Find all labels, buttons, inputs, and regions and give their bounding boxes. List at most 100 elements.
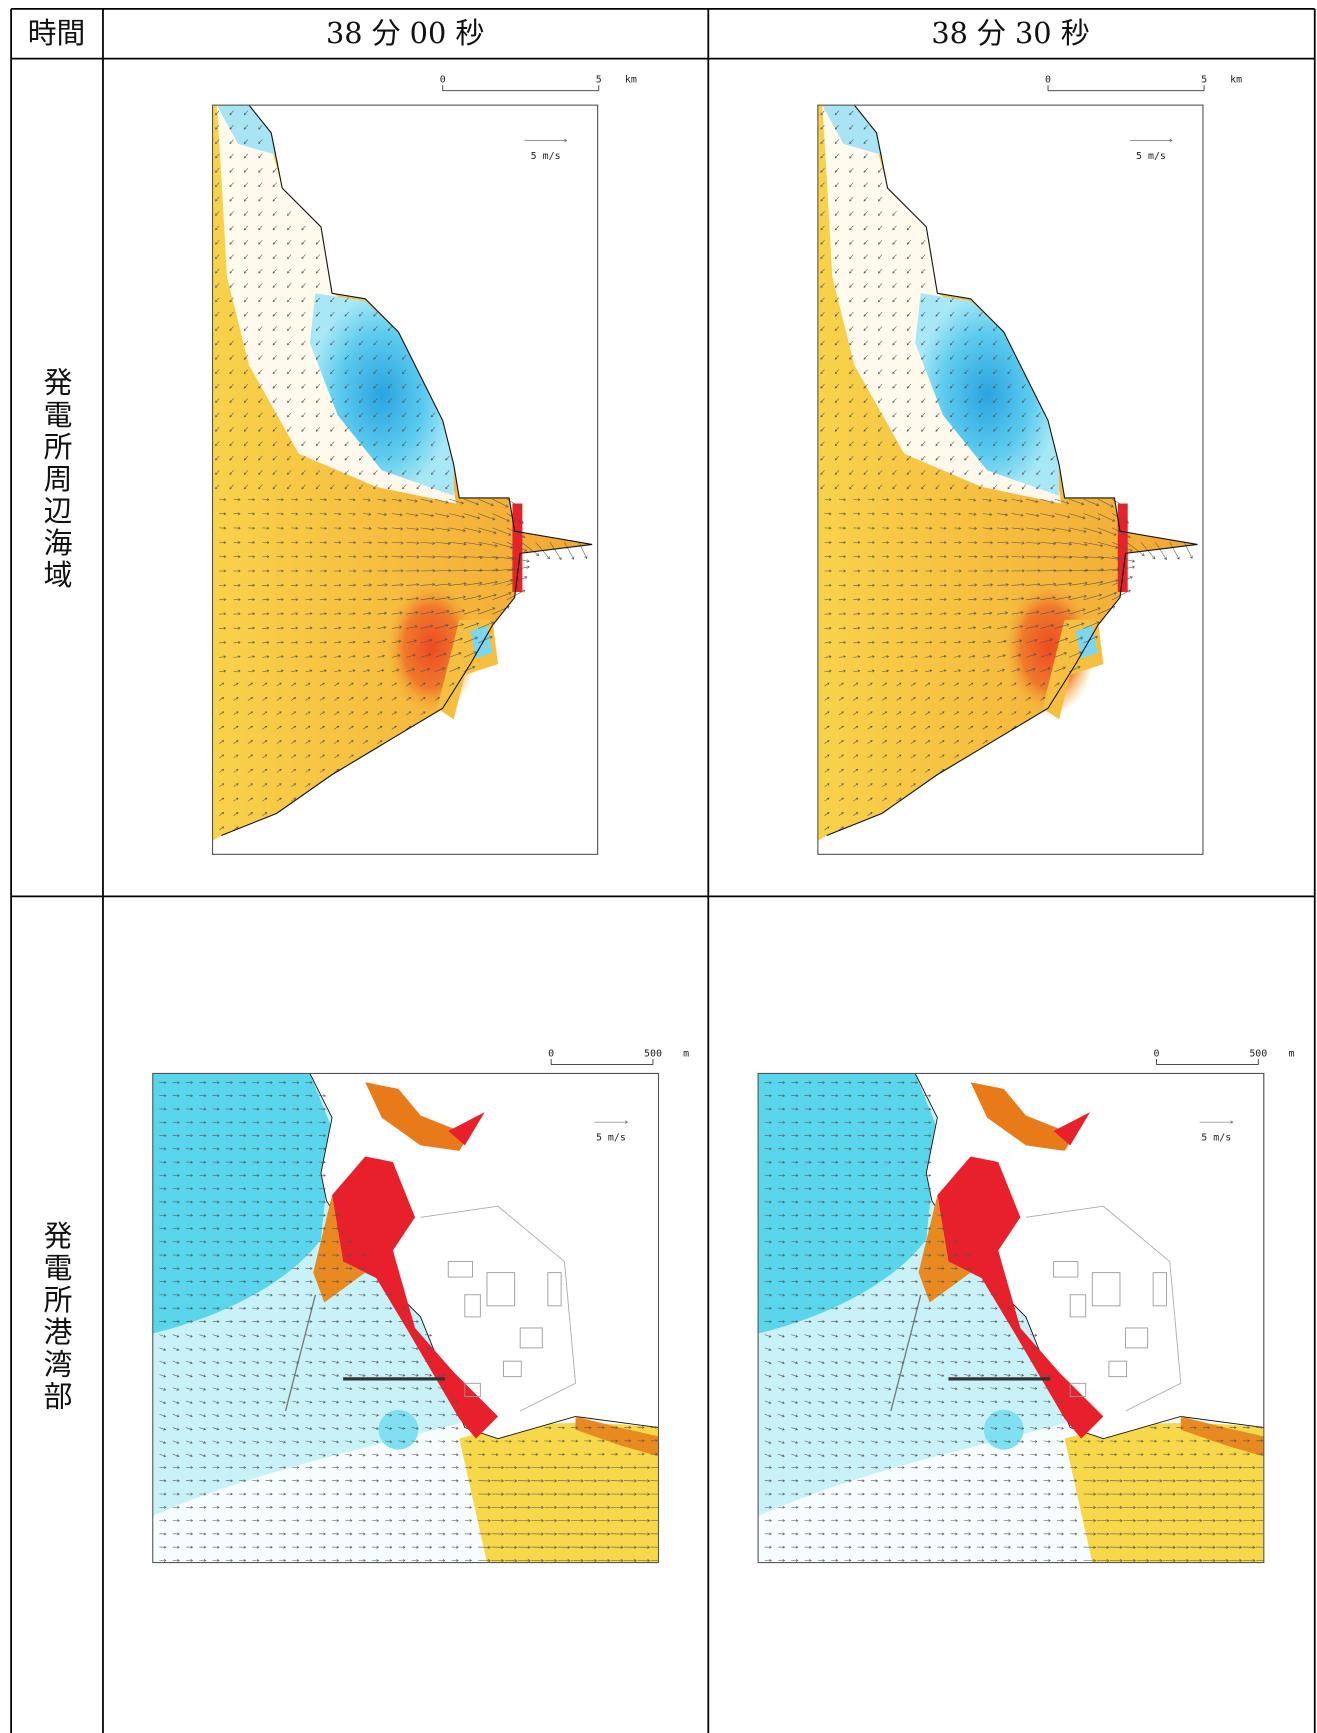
flow-arrow bbox=[258, 383, 263, 389]
flow-arrow bbox=[990, 1519, 998, 1523]
flow-arrow bbox=[185, 1519, 194, 1523]
flow-arrow bbox=[1003, 1387, 1011, 1390]
flow-arrow bbox=[463, 622, 480, 629]
flow-arrow bbox=[1083, 621, 1100, 629]
flow-arrow bbox=[445, 470, 450, 475]
flow-arrow bbox=[896, 526, 904, 530]
flow-arrow bbox=[398, 1347, 406, 1351]
flow-arrow bbox=[1083, 1453, 1091, 1457]
flow-arrow bbox=[910, 711, 916, 716]
flow-arrow bbox=[225, 1519, 233, 1523]
flow-arrow bbox=[950, 1413, 958, 1417]
flow-arrow bbox=[449, 527, 466, 533]
flow-arrow bbox=[492, 498, 509, 508]
flow-arrow bbox=[857, 1440, 865, 1444]
flow-arrow bbox=[870, 1440, 878, 1444]
flow-arrow bbox=[262, 526, 270, 530]
flow-arrow bbox=[478, 621, 494, 629]
flow-arrow bbox=[897, 1267, 905, 1270]
flow-arrow bbox=[863, 412, 868, 418]
flow-arrow bbox=[345, 1453, 353, 1457]
flow-arrow bbox=[924, 1293, 932, 1297]
flow-arrow bbox=[199, 1174, 207, 1177]
flow-arrow bbox=[358, 1306, 366, 1310]
flow-arrow bbox=[464, 1505, 473, 1509]
flow-arrow bbox=[265, 1293, 273, 1297]
flow-arrow bbox=[831, 1187, 839, 1191]
flow-arrow bbox=[877, 383, 883, 389]
flow-arrow bbox=[910, 526, 918, 530]
flow-arrow bbox=[939, 583, 947, 587]
flow-arrow bbox=[272, 383, 277, 389]
flow-arrow bbox=[265, 1466, 273, 1469]
flow-arrow bbox=[963, 1360, 971, 1364]
flow-arrow bbox=[764, 1374, 772, 1378]
flow-arrow bbox=[362, 682, 369, 687]
flow-arrow bbox=[219, 512, 227, 516]
flow-arrow bbox=[243, 297, 249, 303]
flow-arrow bbox=[867, 669, 875, 673]
flow-arrow bbox=[464, 1466, 473, 1469]
flow-arrow bbox=[924, 1306, 932, 1310]
flow-arrow bbox=[247, 754, 253, 759]
flow-arrow bbox=[219, 540, 227, 544]
flow-arrow bbox=[159, 1479, 167, 1483]
flow-arrow bbox=[172, 1427, 180, 1431]
flow-arrow bbox=[252, 1187, 260, 1191]
flow-arrow bbox=[937, 1545, 945, 1549]
flow-arrow bbox=[305, 498, 313, 502]
flow-arrow bbox=[1030, 1453, 1038, 1457]
flow-arrow bbox=[820, 211, 825, 216]
flow-arrow bbox=[358, 1559, 366, 1562]
flow-arrow bbox=[318, 1427, 326, 1431]
flow-arrow bbox=[278, 1147, 287, 1151]
flow-arrow bbox=[924, 1559, 932, 1562]
flow-arrow bbox=[358, 1532, 366, 1536]
flow-arrow bbox=[1025, 582, 1041, 587]
flow-arrow bbox=[345, 1360, 353, 1364]
flow-arrow bbox=[219, 682, 225, 687]
flow-arrow bbox=[1040, 682, 1046, 687]
flow-arrow bbox=[420, 624, 434, 629]
flow-arrow bbox=[229, 441, 234, 447]
flow-arrow bbox=[377, 654, 386, 658]
flow-arrow bbox=[978, 355, 983, 360]
flow-arrow bbox=[185, 1440, 193, 1444]
flow-arrow bbox=[778, 1120, 786, 1124]
flow-arrow bbox=[892, 326, 897, 331]
flow-arrow bbox=[371, 1293, 380, 1297]
flow-arrow bbox=[939, 626, 947, 630]
flow-arrow bbox=[233, 641, 241, 644]
flow-arrow bbox=[348, 697, 354, 701]
flow-arrow bbox=[229, 455, 234, 461]
flow-arrow bbox=[504, 1519, 518, 1523]
flow-arrow bbox=[867, 769, 873, 773]
flow-arrow bbox=[212, 1414, 220, 1418]
flow-arrow bbox=[406, 569, 420, 573]
flow-arrow bbox=[385, 1466, 393, 1469]
flow-arrow bbox=[416, 484, 421, 490]
flow-arrow bbox=[278, 1479, 287, 1483]
flow-arrow bbox=[935, 455, 940, 461]
flow-arrow bbox=[863, 168, 868, 173]
flow-arrow bbox=[464, 1559, 473, 1562]
flow-arrow bbox=[362, 498, 371, 502]
flow-arrow bbox=[199, 1306, 207, 1310]
flow-arrow bbox=[924, 1466, 932, 1469]
flow-arrow bbox=[867, 512, 875, 516]
flow-arrow bbox=[172, 1414, 180, 1418]
flow-arrow bbox=[867, 754, 873, 759]
flow-arrow bbox=[921, 383, 926, 389]
flow-arrow bbox=[305, 1267, 313, 1270]
flow-arrow bbox=[1011, 697, 1017, 701]
flow-arrow bbox=[817, 1174, 826, 1177]
flow-arrow bbox=[258, 311, 263, 317]
flow-arrow bbox=[778, 1081, 786, 1084]
flow-arrow bbox=[925, 740, 931, 744]
flow-arrow bbox=[305, 725, 311, 730]
flow-arrow bbox=[272, 398, 277, 403]
flow-arrow bbox=[857, 1320, 865, 1324]
flow-arrow bbox=[1056, 1505, 1065, 1509]
flow-arrow bbox=[247, 697, 253, 701]
flow-arrow bbox=[997, 513, 1009, 517]
